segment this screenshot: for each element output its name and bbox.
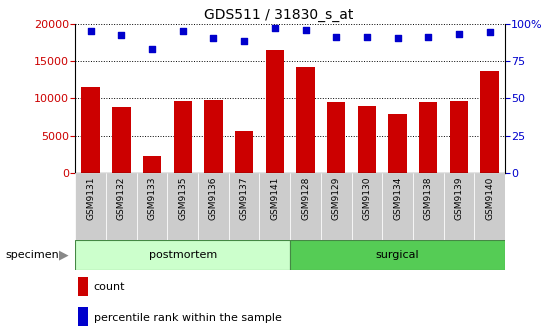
- Text: GSM9129: GSM9129: [331, 176, 341, 220]
- Point: [270, 25, 279, 31]
- Bar: [419, 102, 437, 173]
- Text: GSM9136: GSM9136: [209, 176, 218, 220]
- Bar: [106, 173, 137, 240]
- Bar: [327, 102, 345, 173]
- Text: GSM9135: GSM9135: [178, 176, 187, 220]
- Bar: [444, 173, 474, 240]
- Text: GSM9137: GSM9137: [239, 176, 249, 220]
- Point: [240, 39, 249, 44]
- Bar: [167, 173, 198, 240]
- Point: [86, 28, 95, 34]
- Text: count: count: [94, 282, 125, 292]
- Point: [117, 33, 126, 38]
- Text: GSM9130: GSM9130: [362, 176, 372, 220]
- Point: [455, 31, 464, 37]
- Text: GSM9133: GSM9133: [147, 176, 157, 220]
- Point: [393, 36, 402, 41]
- Bar: [174, 101, 192, 173]
- Point: [331, 34, 340, 40]
- Bar: [112, 107, 131, 173]
- Bar: [321, 173, 352, 240]
- Point: [179, 28, 187, 34]
- Bar: [81, 87, 100, 173]
- Bar: [266, 50, 284, 173]
- Text: specimen: specimen: [6, 250, 59, 260]
- Bar: [382, 173, 413, 240]
- Text: percentile rank within the sample: percentile rank within the sample: [94, 312, 282, 323]
- Point: [363, 34, 372, 40]
- Text: GSM9140: GSM9140: [485, 176, 494, 220]
- Bar: [259, 173, 290, 240]
- Text: GSM9134: GSM9134: [393, 176, 402, 220]
- Bar: [75, 240, 290, 270]
- Bar: [358, 106, 376, 173]
- Text: GSM9139: GSM9139: [454, 176, 464, 220]
- Text: GDS511 / 31830_s_at: GDS511 / 31830_s_at: [204, 8, 354, 23]
- Point: [301, 27, 310, 32]
- Bar: [290, 173, 321, 240]
- Text: GSM9128: GSM9128: [301, 176, 310, 220]
- Text: surgical: surgical: [376, 250, 420, 260]
- Text: GSM9138: GSM9138: [424, 176, 433, 220]
- Text: GSM9131: GSM9131: [86, 176, 95, 220]
- Bar: [388, 114, 407, 173]
- Point: [209, 36, 218, 41]
- Bar: [229, 173, 259, 240]
- Point: [424, 34, 433, 40]
- Text: ▶: ▶: [59, 249, 68, 262]
- Bar: [75, 173, 106, 240]
- Bar: [413, 173, 444, 240]
- Bar: [450, 100, 468, 173]
- Text: postmortem: postmortem: [148, 250, 217, 260]
- Bar: [474, 173, 505, 240]
- Bar: [235, 131, 253, 173]
- Bar: [296, 67, 315, 173]
- Bar: [352, 173, 382, 240]
- Text: GSM9141: GSM9141: [270, 176, 280, 220]
- Point: [485, 30, 494, 35]
- Text: GSM9132: GSM9132: [117, 176, 126, 220]
- Bar: [137, 173, 167, 240]
- Point: [147, 46, 156, 52]
- Bar: [198, 173, 229, 240]
- Bar: [204, 100, 223, 173]
- Bar: [290, 240, 505, 270]
- Bar: [143, 156, 161, 173]
- Bar: [480, 71, 499, 173]
